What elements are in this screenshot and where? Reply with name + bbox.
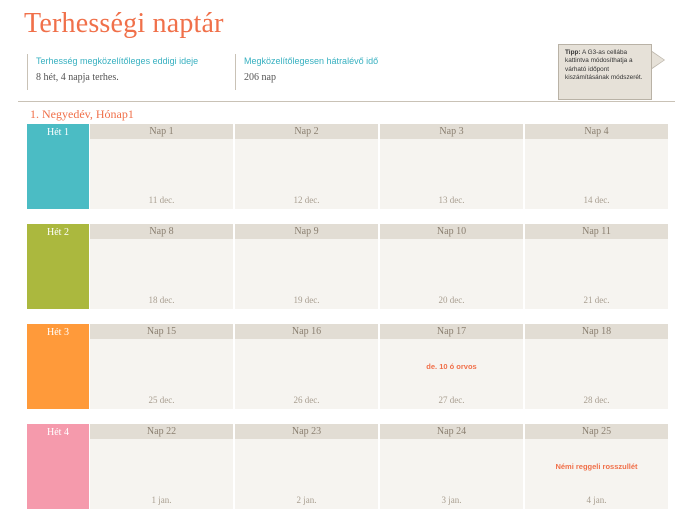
elapsed-time-value: 8 hét, 4 napja terhes. [36, 72, 119, 83]
day-note: Némi reggeli rosszullét [555, 462, 638, 471]
day-date: 25 dec. [148, 395, 175, 405]
day-header: Nap 16 [235, 324, 378, 339]
day-header: Nap 22 [90, 424, 233, 439]
day-header: Nap 1 [90, 124, 233, 139]
day-cell[interactable]: Nap 23 2 jan. [235, 424, 378, 509]
week-row: Hét 1 Nap 1 11 dec. Nap 2 12 dec. Nap 3 13 dec… [27, 124, 675, 210]
day-header: Nap 17 [380, 324, 523, 339]
day-header: Nap 18 [525, 324, 668, 339]
day-date: 13 dec. [438, 195, 465, 205]
day-cell[interactable]: Nap 2 12 dec. [235, 124, 378, 209]
day-cell[interactable]: Nap 10 20 dec. [380, 224, 523, 309]
day-date: 21 dec. [583, 295, 610, 305]
day-header: Nap 15 [90, 324, 233, 339]
day-cell[interactable]: Nap 25 Némi reggeli rosszullét 4 jan. [525, 424, 668, 509]
quarter-heading: 1. Negyedév, Hónap1 [30, 107, 134, 121]
page-title: Terhességi naptár [24, 8, 224, 39]
day-cell[interactable]: Nap 18 28 dec. [525, 324, 668, 409]
day-header: Nap 11 [525, 224, 668, 239]
day-cell[interactable]: Nap 11 21 dec. [525, 224, 668, 309]
day-header: Nap 2 [235, 124, 378, 139]
remaining-time-block[interactable]: Megközelítőlegesen hátralévő idő 206 nap [235, 54, 444, 90]
day-cell[interactable]: Nap 24 3 jan. [380, 424, 523, 509]
day-header: Nap 10 [380, 224, 523, 239]
header-divider [18, 101, 675, 102]
week-label: Hét 4 [27, 424, 89, 509]
day-date: 11 dec. [148, 195, 175, 205]
week-row: Hét 4 Nap 22 1 jan. Nap 23 2 jan. Nap 24 3 jan… [27, 424, 675, 510]
day-date: 26 dec. [293, 395, 320, 405]
elapsed-time-block[interactable]: Terhesség megközelítőleges eddigi ideje … [27, 54, 226, 90]
day-date: 4 jan. [586, 495, 607, 505]
day-header: Nap 9 [235, 224, 378, 239]
elapsed-time-label: Terhesség megközelítőleges eddigi ideje [36, 56, 199, 66]
tip-callout: Tipp: A G3-as cellába kattintva módosíth… [558, 44, 652, 100]
day-date: 3 jan. [441, 495, 462, 505]
day-date: 12 dec. [293, 195, 320, 205]
remaining-time-value: 206 nap [244, 72, 276, 83]
day-date: 19 dec. [293, 295, 320, 305]
day-header: Nap 4 [525, 124, 668, 139]
day-cell[interactable]: Nap 4 14 dec. [525, 124, 668, 209]
day-date: 18 dec. [148, 295, 175, 305]
week-row: Hét 2 Nap 8 18 dec. Nap 9 19 dec. Nap 10 20 de… [27, 224, 675, 310]
day-cell[interactable]: Nap 17 de. 10 ó orvos 27 dec. [380, 324, 523, 409]
week-label: Hét 2 [27, 224, 89, 309]
day-date: 2 jan. [296, 495, 317, 505]
day-cell[interactable]: Nap 1 11 dec. [90, 124, 233, 209]
day-header: Nap 3 [380, 124, 523, 139]
remaining-time-label: Megközelítőlegesen hátralévő idő [244, 56, 379, 66]
day-date: 1 jan. [151, 495, 172, 505]
tip-bold-label: Tipp: [565, 49, 581, 56]
week-label: Hét 3 [27, 324, 89, 409]
day-date: 14 dec. [583, 195, 610, 205]
day-header: Nap 23 [235, 424, 378, 439]
tip-text: A G3-as cellába kattintva módosíthatja a… [565, 49, 643, 82]
day-cell[interactable]: Nap 9 19 dec. [235, 224, 378, 309]
day-header: Nap 25 [525, 424, 668, 439]
day-cell[interactable]: Nap 22 1 jan. [90, 424, 233, 509]
day-date: 27 dec. [438, 395, 465, 405]
day-cell[interactable]: Nap 8 18 dec. [90, 224, 233, 309]
day-note: de. 10 ó orvos [426, 362, 477, 371]
day-header: Nap 24 [380, 424, 523, 439]
day-date: 28 dec. [583, 395, 610, 405]
day-cell[interactable]: Nap 3 13 dec. [380, 124, 523, 209]
week-label: Hét 1 [27, 124, 89, 209]
week-row: Hét 3 Nap 15 25 dec. Nap 16 26 dec. Nap 17 de.… [27, 324, 675, 410]
day-cell[interactable]: Nap 15 25 dec. [90, 324, 233, 409]
day-date: 20 dec. [438, 295, 465, 305]
day-header: Nap 8 [90, 224, 233, 239]
day-cell[interactable]: Nap 16 26 dec. [235, 324, 378, 409]
tip-arrow [652, 52, 664, 68]
